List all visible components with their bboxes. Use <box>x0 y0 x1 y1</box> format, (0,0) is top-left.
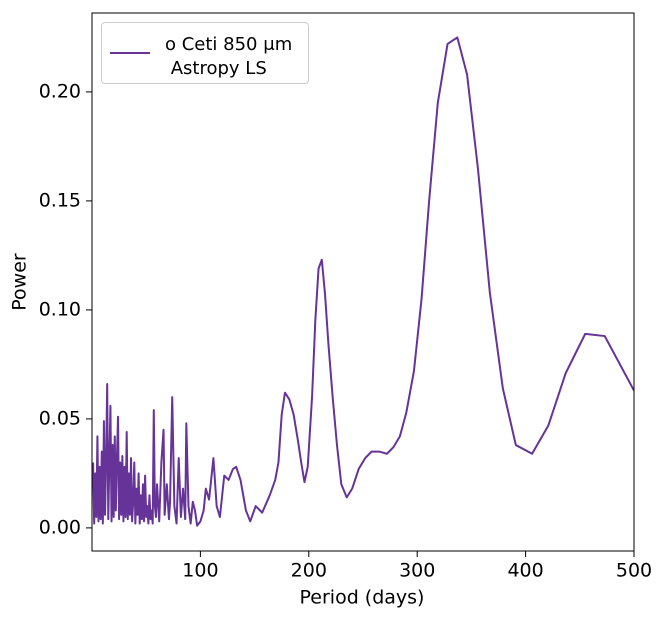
plot-frame <box>91 12 635 552</box>
y-tick-label: 0.15 <box>39 189 81 211</box>
series-line <box>92 36 634 527</box>
x-tick-label: 500 <box>616 560 652 582</box>
x-axis-label: Period (days) <box>300 587 425 609</box>
x-tick-label: 300 <box>399 560 435 582</box>
x-tick-label: 200 <box>291 560 327 582</box>
x-tick-label: 400 <box>507 560 543 582</box>
legend-label: o Ceti 850 μm Astropy LS <box>165 34 293 79</box>
y-tick-label: 0.10 <box>39 298 81 320</box>
y-tick-label: 0.05 <box>39 407 81 429</box>
y-axis-label: Power <box>9 253 31 311</box>
y-tick-label: 0.20 <box>39 80 81 102</box>
x-tick-label: 100 <box>182 560 218 582</box>
legend: o Ceti 850 μm Astropy LS <box>101 22 309 84</box>
legend-swatch <box>110 52 150 54</box>
y-tick-label: 0.00 <box>39 516 81 538</box>
